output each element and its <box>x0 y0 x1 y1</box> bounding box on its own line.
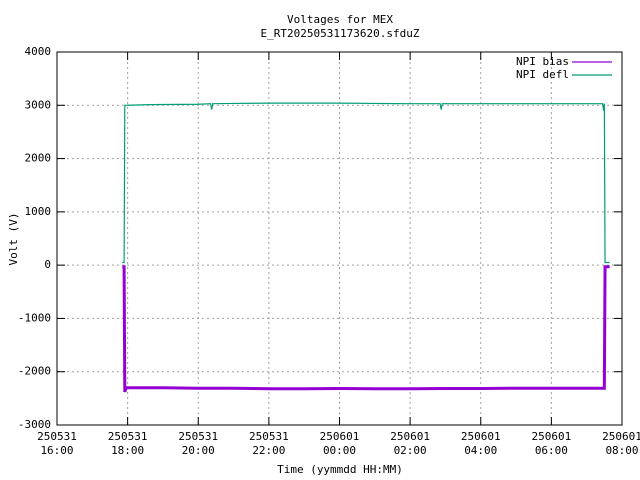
x-tick-label: 250531 20:00 <box>178 430 219 457</box>
x-tick-label: 250531 18:00 <box>107 430 148 457</box>
y-tick-label: 3000 <box>25 98 52 111</box>
x-tick-label: 250601 06:00 <box>531 430 572 457</box>
y-axis-label: Volt (V) <box>7 213 20 266</box>
series-line <box>122 265 610 393</box>
y-tick-label: 1000 <box>25 205 52 218</box>
legend-label: NPI bias <box>516 55 569 68</box>
plot-border <box>56 51 623 426</box>
x-axis-label: Time (yymmdd HH:MM) <box>277 463 403 476</box>
legend-label: NPI defl <box>516 68 569 81</box>
x-tick-label: 250531 16:00 <box>37 430 77 457</box>
series-line <box>122 102 610 264</box>
x-tick-label: 250601 02:00 <box>390 430 430 457</box>
x-tick-label: 250601 08:00 <box>602 430 640 457</box>
x-tick-label: 250601 00:00 <box>319 430 360 457</box>
y-tick-label: 2000 <box>25 152 52 165</box>
x-tick-label: 250601 04:00 <box>460 430 501 457</box>
y-tick-label: -1000 <box>18 311 51 324</box>
y-tick-label: -3000 <box>18 418 51 431</box>
chart-subtitle: E_RT20250531173620.sfduZ <box>261 27 420 40</box>
y-tick-label: 4000 <box>25 45 52 58</box>
y-tick-label: -2000 <box>18 365 51 378</box>
chart-title: Voltages for MEX <box>287 13 393 26</box>
y-tick-label: 0 <box>44 258 51 271</box>
x-tick-label: 250531 22:00 <box>249 430 289 457</box>
